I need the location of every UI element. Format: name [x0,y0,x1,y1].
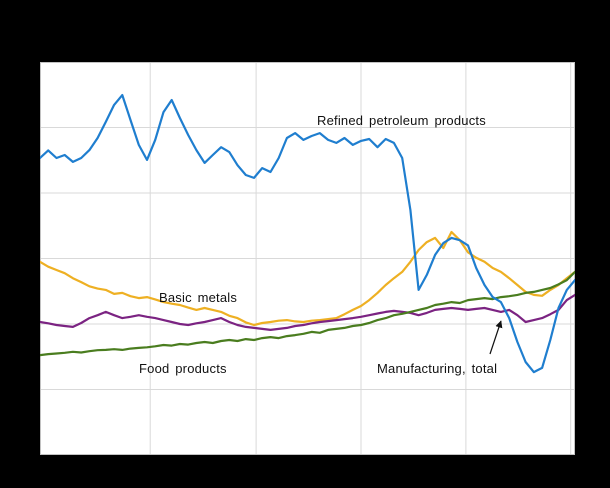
line-chart-canvas [40,62,575,455]
plot-area: Refined petroleum products Basic metals Fo… [40,62,575,455]
